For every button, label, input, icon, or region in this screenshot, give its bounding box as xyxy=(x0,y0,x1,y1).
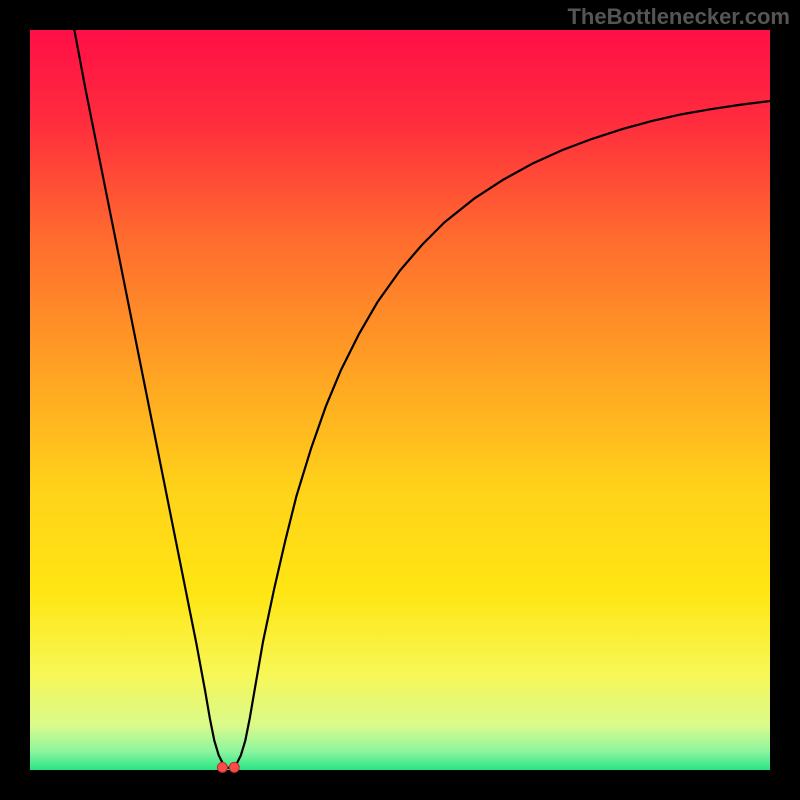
plot-gradient-background xyxy=(30,30,770,770)
chart-container: TheBottlenecker.com xyxy=(0,0,800,800)
bottleneck-chart-svg xyxy=(0,0,800,800)
minimum-marker-0 xyxy=(217,762,227,772)
minimum-marker-1 xyxy=(229,762,239,772)
